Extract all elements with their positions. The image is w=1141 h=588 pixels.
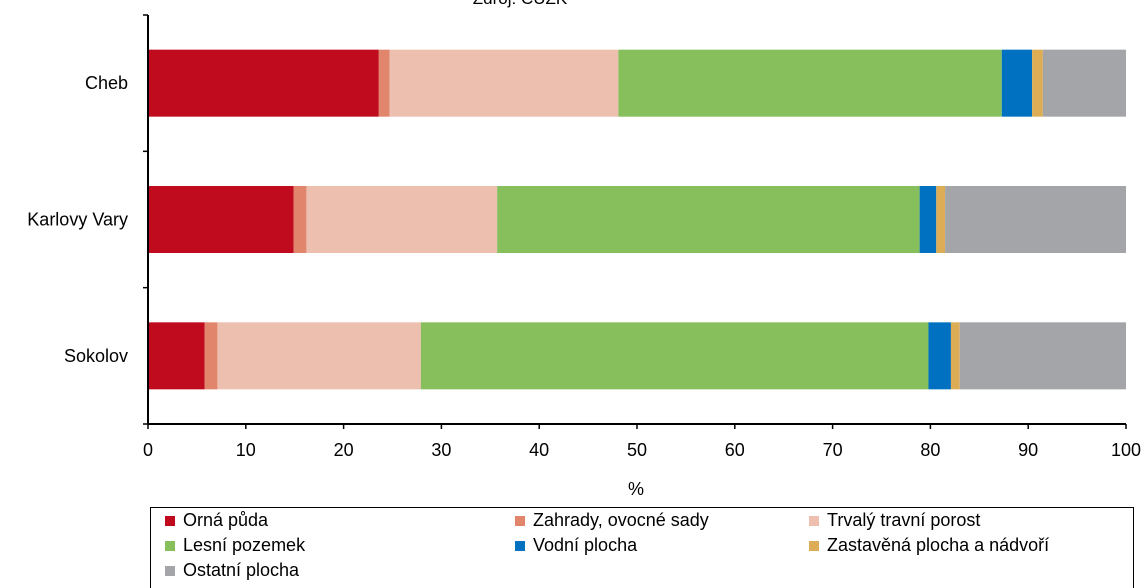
axes-group: [143, 14, 1127, 429]
x-tick-label: 80: [920, 440, 940, 460]
x-tick-label: 20: [334, 440, 354, 460]
bar-segment: [148, 49, 379, 117]
legend-swatch: [809, 540, 819, 551]
legend-swatch: [165, 515, 175, 526]
legend-swatch: [165, 540, 175, 551]
bar-segment: [378, 49, 390, 117]
bar-segment: [950, 322, 960, 390]
legend-swatch: [515, 540, 525, 551]
bar-segment: [936, 186, 946, 253]
legend-label: Ostatní plocha: [183, 560, 300, 580]
bars-group: [148, 49, 1126, 390]
bar-segment: [293, 186, 307, 253]
bar-segment: [928, 322, 951, 390]
bar-segment: [1042, 49, 1126, 117]
x-tick-label: 70: [823, 440, 843, 460]
x-tick-label: 60: [725, 440, 745, 460]
bar-segment: [497, 186, 920, 253]
tick-labels-group: Cheb Karlovy Vary Sokolov 0 10 20 30 40 50 60 70 80…: [27, 73, 1141, 460]
x-tick-label: 10: [236, 440, 256, 460]
x-tick-label: 50: [627, 440, 647, 460]
x-tick-label: 30: [431, 440, 451, 460]
legend-label: Zahrady, ovocné sady: [533, 510, 709, 530]
category-label: Karlovy Vary: [27, 210, 128, 230]
legend-label: Trvalý travní porost: [827, 510, 981, 530]
legend-item: Zahrady, ovocné sady: [515, 510, 709, 531]
chart-title: Zdroj: ČÚZK: [473, 0, 568, 8]
bar-segment: [945, 186, 1126, 253]
bar-segment: [389, 49, 619, 117]
bar-segment: [148, 186, 294, 253]
bar-segment: [618, 49, 1002, 117]
bar-segment: [1001, 49, 1033, 117]
legend-label: Orná půda: [183, 510, 269, 530]
x-axis-label: %: [628, 479, 644, 499]
legend-item: Vodní plocha: [515, 535, 637, 556]
category-label: Sokolov: [64, 346, 128, 366]
legend-label: Zastavěná plocha a nádvoří: [827, 535, 1050, 555]
legend-item: Trvalý travní porost: [809, 510, 980, 531]
x-tick-label: 0: [143, 440, 153, 460]
x-tick-label: 90: [1018, 440, 1038, 460]
legend-swatch: [515, 515, 525, 526]
legend: Orná půda Zahrady, ovocné sady Trvalý trav…: [150, 507, 1134, 588]
bar-segment: [306, 186, 498, 253]
bar-segment: [1032, 49, 1043, 117]
legend-swatch: [809, 515, 819, 526]
x-tick-label: 40: [529, 440, 549, 460]
legend-swatch: [165, 565, 175, 576]
legend-item: Lesní pozemek: [165, 535, 305, 556]
bar-segment: [420, 322, 929, 390]
x-tick-label: 100: [1111, 440, 1141, 460]
category-label: Cheb: [85, 73, 128, 93]
chart-svg: Zdroj: ČÚZK Cheb Karlovy Vary Sokolov 0 10 20…: [27, 0, 1141, 499]
legend-item: Orná půda: [165, 510, 268, 531]
bar-segment: [217, 322, 421, 390]
legend-label: Vodní plocha: [533, 535, 638, 555]
legend-label: Lesní pozemek: [183, 535, 306, 555]
legend-item: Ostatní plocha: [165, 560, 299, 581]
bar-segment: [204, 322, 218, 390]
bar-segment: [148, 322, 205, 390]
bar-segment: [959, 322, 1126, 390]
legend-item: Zastavěná plocha a nádvoří: [809, 535, 1049, 556]
bar-segment: [919, 186, 937, 253]
